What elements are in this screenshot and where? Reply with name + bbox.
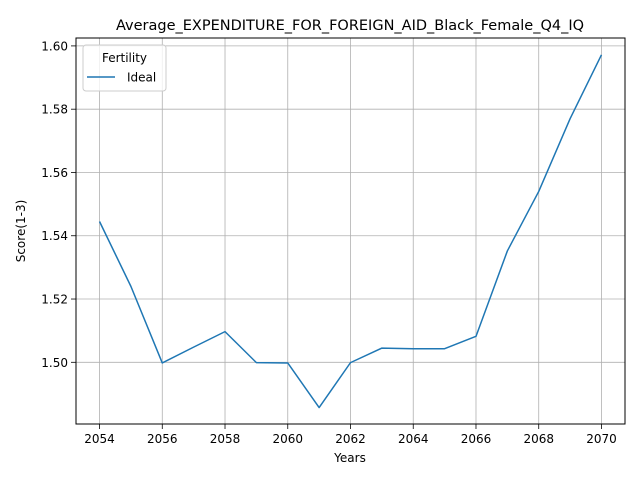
x-tick-label: 2070 (586, 432, 617, 446)
y-axis-ticks: 1.50 1.52 1.54 1.56 1.58 1.60 (41, 39, 76, 370)
y-tick-label: 1.56 (41, 166, 68, 180)
legend-label-ideal: Ideal (127, 71, 156, 85)
y-tick-label: 1.60 (41, 39, 68, 53)
chart-title: Average_EXPENDITURE_FOR_FOREIGN_AID_Blac… (116, 18, 584, 34)
legend-box (82, 44, 167, 92)
x-axis-ticks: 2054 2056 2058 2060 2062 2064 2066 2068 2070 (84, 424, 617, 446)
legend: Fertility Ideal (82, 44, 167, 92)
x-tick-label: 2058 (210, 432, 241, 446)
y-tick-label: 1.58 (41, 103, 68, 117)
y-tick-label: 1.54 (41, 229, 68, 243)
series-line-ideal (98, 54, 603, 409)
x-tick-label: 2064 (398, 432, 429, 446)
x-tick-label: 2068 (523, 432, 554, 446)
x-tick-label: 2062 (335, 432, 366, 446)
x-tick-label: 2060 (272, 432, 303, 446)
legend-title: Fertility (102, 51, 147, 65)
y-tick-label: 1.50 (41, 356, 68, 370)
series-layer (98, 54, 603, 409)
x-tick-label: 2054 (84, 432, 115, 446)
y-axis-label: Score(1-3) (14, 200, 28, 263)
x-axis-label: Years (333, 451, 366, 465)
x-tick-label: 2066 (461, 432, 492, 446)
y-tick-label: 1.52 (41, 293, 68, 307)
x-tick-label: 2056 (147, 432, 178, 446)
